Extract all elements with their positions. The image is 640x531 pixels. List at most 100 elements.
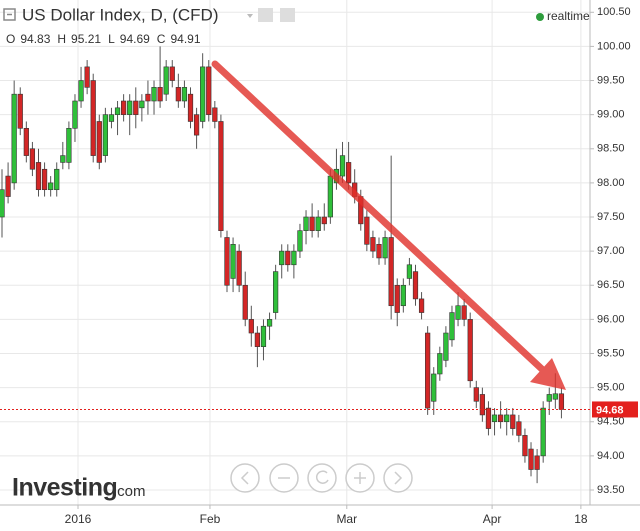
candle-body (236, 250, 242, 286)
x-tick-label: 18 (574, 512, 588, 526)
logo-suffix: .com (113, 483, 146, 500)
candle-body (84, 66, 90, 88)
candle-body (558, 393, 565, 410)
settings-icon[interactable] (258, 8, 273, 22)
status-text: realtime (547, 9, 590, 23)
x-tick-label: Mar (336, 512, 357, 526)
last-price-box (592, 401, 638, 418)
candle-body (309, 216, 315, 231)
candle-body (212, 107, 218, 122)
ohlc-header: O 94.83 H 95.21 L 94.69 C 94.91 (6, 32, 201, 46)
candle-body (102, 114, 108, 156)
candle-body (260, 325, 267, 347)
logo-brand: Investing (12, 474, 117, 502)
candle-body (449, 312, 455, 341)
candle-body (72, 100, 78, 129)
candle-body (479, 394, 485, 416)
x-tick-label: Feb (200, 512, 221, 526)
candle-body (485, 407, 492, 429)
axis-layer: 93.50 94.00 94.50 95.00 95.50 96.00 96.50 97.00… (0, 6, 638, 526)
candle-body (321, 216, 327, 225)
candle-body (510, 414, 516, 429)
candle-body (187, 93, 194, 122)
y-tick-label: 98.50 (597, 143, 625, 155)
candle-body (394, 284, 400, 313)
candle-layer (0, 46, 565, 484)
candle-body (175, 87, 181, 102)
candle-body (364, 216, 370, 245)
candle-body (157, 87, 163, 102)
candle-body (206, 66, 212, 115)
collapse-icon[interactable] (3, 8, 16, 21)
candle-body (163, 66, 169, 95)
candle-body (5, 175, 11, 197)
candle-body (437, 353, 443, 375)
ohlc-value: 94.83 (20, 32, 50, 46)
candle-body (431, 373, 437, 402)
candle-body (17, 93, 23, 129)
ohlc-label: O (6, 32, 15, 46)
candle-body (23, 127, 29, 156)
candle-body (127, 100, 133, 115)
scroll-left-button[interactable] (230, 463, 260, 493)
candle-body (108, 114, 115, 122)
candle-body (412, 271, 419, 300)
candle-body (418, 298, 425, 313)
ohlc-label: C (157, 32, 166, 46)
candle-body (522, 435, 528, 457)
candle-body (133, 100, 139, 115)
candle-body (400, 284, 406, 307)
candle-body (181, 87, 188, 102)
y-tick-label: 99.00 (597, 109, 625, 121)
candle-body (528, 448, 534, 470)
y-tick-label: 97.50 (597, 211, 625, 223)
candle-body (29, 148, 36, 170)
y-tick-label: 99.50 (597, 74, 625, 86)
chart-title: US Dollar Index, D, (CFD) (22, 5, 218, 24)
y-tick-label: 95.00 (597, 382, 625, 394)
candle-body (66, 127, 72, 163)
y-tick-label: 95.50 (597, 347, 625, 359)
candle-body (48, 182, 54, 191)
candle-body (376, 244, 382, 259)
reset-button[interactable] (307, 463, 337, 493)
candle-body (169, 66, 175, 81)
ohlc-value: 95.21 (71, 32, 101, 46)
status-dot (536, 13, 544, 21)
candle-body (266, 319, 273, 327)
trend-arrow (211, 60, 566, 390)
candle-body (443, 332, 449, 361)
candle-body (291, 250, 297, 266)
y-tick-label: 97.00 (597, 245, 625, 257)
right-icon (394, 471, 403, 485)
candle-body (540, 407, 546, 457)
y-tick-label: 100.50 (597, 6, 631, 18)
candle-body (303, 216, 309, 231)
candle-body (90, 80, 96, 156)
candle-body (78, 80, 84, 102)
candle-body (41, 168, 48, 191)
candle-body (11, 93, 17, 184)
candle-body (382, 237, 388, 259)
candle-body (461, 305, 467, 320)
scroll-right-button[interactable] (383, 463, 413, 493)
last-price-label: 94.68 (596, 404, 624, 416)
candle-body (388, 237, 394, 307)
candle-body (242, 284, 248, 320)
candle-body (145, 93, 151, 102)
candle-body (425, 332, 431, 409)
y-tick-label: 100.00 (597, 40, 631, 52)
candle-body (230, 244, 236, 279)
candle-body (273, 271, 279, 313)
camera-icon[interactable] (280, 8, 295, 22)
ohlc-label: L (108, 32, 115, 46)
candle-body (200, 66, 206, 122)
candle-body (516, 421, 522, 436)
candle-body (279, 250, 285, 266)
candle-body (218, 121, 224, 231)
dropdown-icon[interactable] (247, 14, 253, 18)
candle-body (96, 121, 102, 163)
candle-body (151, 87, 157, 102)
candle-body (121, 100, 127, 115)
x-tick-label: Apr (483, 512, 502, 526)
